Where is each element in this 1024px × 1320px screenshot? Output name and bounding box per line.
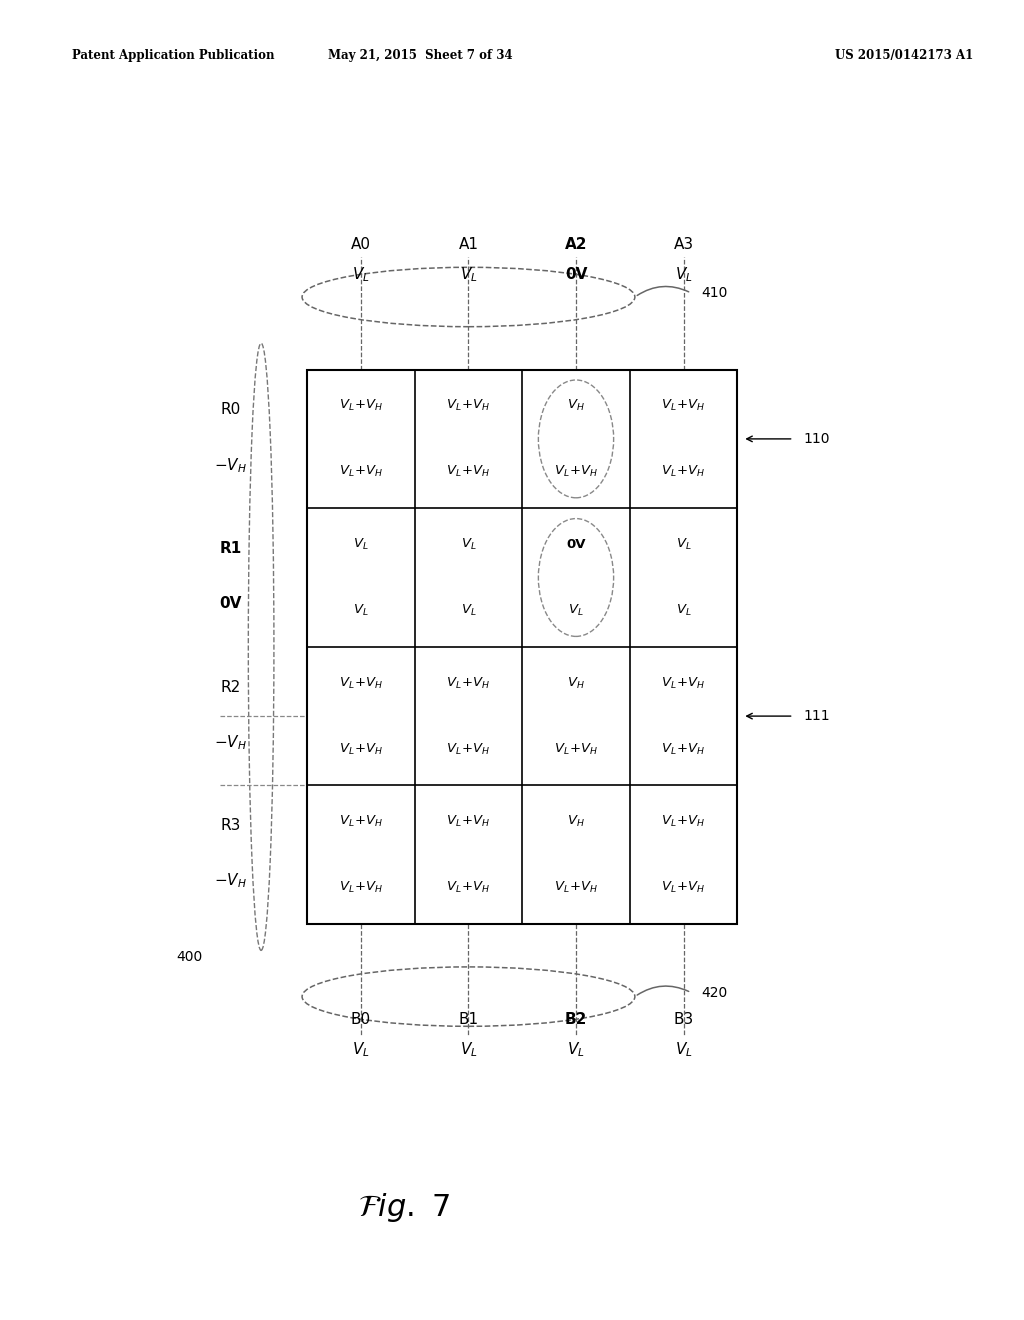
Text: B2: B2 [565, 1011, 587, 1027]
Text: $V_L\!+\!V_H$: $V_L\!+\!V_H$ [339, 676, 383, 690]
Text: R1: R1 [219, 541, 242, 556]
Text: $V_L\!+\!V_H$: $V_L\!+\!V_H$ [339, 399, 383, 413]
Text: $V_L$: $V_L$ [675, 265, 692, 284]
Text: 0V: 0V [566, 539, 586, 550]
Text: $V_L$: $V_L$ [353, 537, 369, 552]
Text: B0: B0 [351, 1011, 371, 1027]
Text: $V_L\!+\!V_H$: $V_L\!+\!V_H$ [662, 465, 706, 479]
Text: B3: B3 [674, 1011, 693, 1027]
Text: R0: R0 [220, 403, 241, 417]
Text: $V_L$: $V_L$ [567, 1040, 585, 1059]
Text: May 21, 2015  Sheet 7 of 34: May 21, 2015 Sheet 7 of 34 [328, 49, 512, 62]
Text: 111: 111 [804, 709, 830, 723]
Text: R3: R3 [220, 818, 241, 833]
Text: A2: A2 [565, 236, 587, 252]
Text: $V_L\!+\!V_H$: $V_L\!+\!V_H$ [554, 742, 598, 756]
Text: $V_L$: $V_L$ [460, 1040, 477, 1059]
Text: $-V_H$: $-V_H$ [214, 871, 247, 891]
Text: $V_H$: $V_H$ [567, 814, 585, 829]
Text: $V_L$: $V_L$ [461, 537, 476, 552]
Text: $-V_H$: $-V_H$ [214, 455, 247, 475]
Text: $V_H$: $V_H$ [567, 399, 585, 413]
Text: $V_L$: $V_L$ [352, 265, 370, 284]
Text: $V_L\!+\!V_H$: $V_L\!+\!V_H$ [662, 399, 706, 413]
Text: A0: A0 [351, 236, 371, 252]
Text: $V_L\!+\!V_H$: $V_L\!+\!V_H$ [339, 742, 383, 756]
Text: 0V: 0V [565, 267, 587, 282]
Text: $V_L\!+\!V_H$: $V_L\!+\!V_H$ [554, 880, 598, 895]
Text: $-V_H$: $-V_H$ [214, 733, 247, 752]
Text: $V_L$: $V_L$ [352, 1040, 370, 1059]
Text: $V_L\!+\!V_H$: $V_L\!+\!V_H$ [446, 399, 490, 413]
Text: US 2015/0142173 A1: US 2015/0142173 A1 [835, 49, 973, 62]
Text: B1: B1 [459, 1011, 478, 1027]
Text: $V_L$: $V_L$ [568, 603, 584, 618]
Text: 0V: 0V [219, 597, 242, 611]
Text: $V_L\!+\!V_H$: $V_L\!+\!V_H$ [446, 676, 490, 690]
Text: A1: A1 [459, 236, 478, 252]
Text: A3: A3 [674, 236, 693, 252]
Text: $V_L\!+\!V_H$: $V_L\!+\!V_H$ [339, 880, 383, 895]
Text: $V_L\!+\!V_H$: $V_L\!+\!V_H$ [662, 814, 706, 829]
Text: $V_L$: $V_L$ [461, 603, 476, 618]
Text: $V_L\!+\!V_H$: $V_L\!+\!V_H$ [446, 465, 490, 479]
Text: $V_L$: $V_L$ [675, 1040, 692, 1059]
Text: $V_L\!+\!V_H$: $V_L\!+\!V_H$ [554, 465, 598, 479]
Text: $V_L\!+\!V_H$: $V_L\!+\!V_H$ [339, 465, 383, 479]
Text: 110: 110 [804, 432, 830, 446]
Text: 420: 420 [701, 986, 728, 999]
Text: $V_L$: $V_L$ [676, 537, 691, 552]
Text: $V_L$: $V_L$ [676, 603, 691, 618]
Text: $V_L\!+\!V_H$: $V_L\!+\!V_H$ [662, 676, 706, 690]
Text: $V_L\!+\!V_H$: $V_L\!+\!V_H$ [446, 742, 490, 756]
Text: 410: 410 [701, 286, 728, 300]
Text: 400: 400 [176, 950, 203, 964]
Text: $\mathcal{F}$$\mathit{ig.}$ 7: $\mathcal{F}$$\mathit{ig.}$ 7 [358, 1191, 451, 1225]
Text: Patent Application Publication: Patent Application Publication [72, 49, 274, 62]
Text: $V_L\!+\!V_H$: $V_L\!+\!V_H$ [446, 814, 490, 829]
Text: $V_L$: $V_L$ [353, 603, 369, 618]
Text: $V_L$: $V_L$ [460, 265, 477, 284]
Text: $V_L\!+\!V_H$: $V_L\!+\!V_H$ [339, 814, 383, 829]
Text: $V_H$: $V_H$ [567, 676, 585, 690]
Text: $V_L\!+\!V_H$: $V_L\!+\!V_H$ [446, 880, 490, 895]
Text: $V_L\!+\!V_H$: $V_L\!+\!V_H$ [662, 880, 706, 895]
Bar [307, 370, 737, 924]
Text: $V_L\!+\!V_H$: $V_L\!+\!V_H$ [662, 742, 706, 756]
Text: R2: R2 [220, 680, 241, 694]
